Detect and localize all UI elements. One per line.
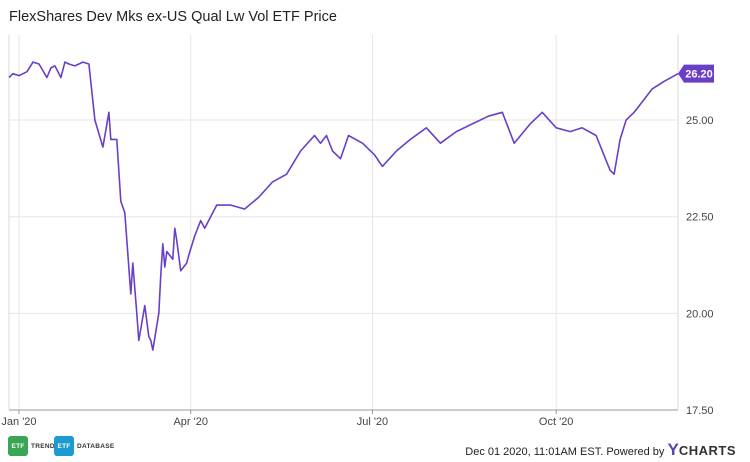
last-value-tag: 26.20 bbox=[678, 64, 714, 83]
etf-database-logo[interactable]: ETF DATABASE bbox=[54, 436, 115, 456]
last-value-tag-bg bbox=[678, 64, 714, 83]
last-value-label: 26.20 bbox=[685, 69, 713, 81]
y-tick-label: 22.50 bbox=[686, 212, 714, 224]
y-tick-label: 25.00 bbox=[686, 115, 714, 127]
chart-credit: Dec 01 2020, 11:01AM EST. Powered by YCH… bbox=[465, 440, 736, 460]
x-tick-label: Oct '20 bbox=[539, 416, 574, 428]
powered-by-text: Powered by bbox=[606, 446, 665, 458]
etf-database-logo-text: DATABASE bbox=[77, 442, 115, 450]
x-tick-label: Apr '20 bbox=[173, 416, 208, 428]
grid-layer bbox=[9, 35, 678, 410]
ycharts-logo-y: Y bbox=[667, 440, 679, 459]
etf-trends-logo-text: TRENDS bbox=[31, 442, 60, 450]
plot-area bbox=[9, 35, 678, 410]
etf-trends-logo-mark: ETF bbox=[8, 436, 28, 456]
chart-timestamp: Dec 01 2020, 11:01AM EST. bbox=[465, 446, 604, 458]
label-layer: 26.20 bbox=[678, 64, 714, 83]
ycharts-logo-text: CHARTS bbox=[678, 443, 736, 458]
series-layer bbox=[8, 61, 679, 351]
axis-layer: 17.50 20.00 22.50 25.00 Jan '20 Apr '20 Jul '2… bbox=[1, 35, 714, 428]
x-tick-label: Jan '20 bbox=[1, 416, 36, 428]
x-tick-label: Jul '20 bbox=[357, 416, 388, 428]
footer: ETF TRENDS ETF DATABASE Dec 01 2020, 11:… bbox=[0, 434, 750, 462]
price-line bbox=[8, 61, 679, 351]
chart-title: FlexShares Dev Mks ex-US Qual Lw Vol ETF… bbox=[9, 9, 337, 25]
ycharts-logo[interactable]: YCHARTS bbox=[667, 440, 736, 459]
etf-database-logo-mark: ETF bbox=[54, 436, 74, 456]
y-tick-label: 17.50 bbox=[686, 405, 714, 417]
etf-trends-logo[interactable]: ETF TRENDS bbox=[8, 436, 60, 456]
y-tick-label: 20.00 bbox=[686, 308, 714, 320]
